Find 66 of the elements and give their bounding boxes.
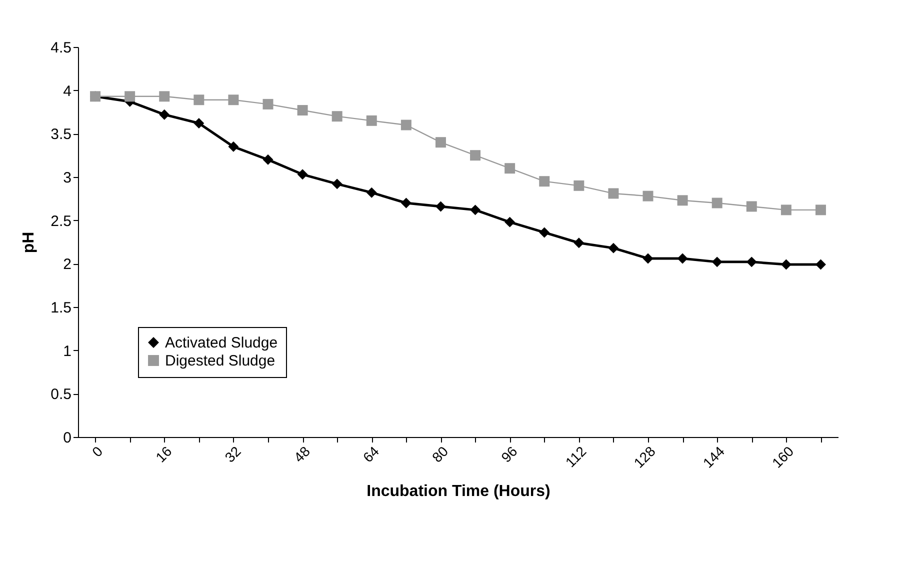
point	[642, 190, 654, 202]
point	[815, 204, 826, 216]
x-tick-label: 32	[222, 442, 244, 466]
point	[470, 150, 481, 161]
y-tick-label: 0.5	[50, 386, 72, 404]
point	[400, 120, 412, 130]
point	[504, 163, 516, 174]
y-tick-label: 0	[63, 430, 72, 446]
point	[712, 198, 722, 208]
y-tick-label: 2.5	[50, 212, 72, 230]
x-tick-label: 96	[498, 442, 520, 466]
point	[780, 204, 792, 216]
point	[366, 187, 377, 198]
x-tick-label: 48	[290, 442, 314, 466]
point	[677, 253, 688, 264]
point	[194, 118, 204, 129]
point	[124, 91, 136, 102]
point	[574, 238, 584, 248]
point	[262, 154, 274, 165]
point	[470, 204, 481, 216]
legend-label: Digested Sludge	[165, 352, 276, 370]
point	[228, 141, 239, 152]
x-tick-label: 160	[768, 442, 797, 471]
y-tick-label: 1	[63, 342, 72, 360]
x-tick-label: 128	[630, 442, 659, 471]
point	[815, 259, 826, 270]
point	[400, 198, 412, 208]
point	[539, 227, 550, 238]
point	[159, 91, 170, 102]
y-tick-label: 2	[63, 256, 72, 274]
point	[608, 188, 619, 199]
legend-label: Activated Sludge	[165, 334, 278, 352]
y-tick-label: 3.5	[50, 126, 72, 144]
point	[677, 195, 688, 206]
x-tick-label: 112	[562, 442, 590, 470]
point	[332, 178, 342, 190]
point	[228, 94, 239, 106]
point	[712, 256, 722, 268]
point	[746, 201, 757, 212]
x-tick-label: 64	[360, 442, 382, 466]
point	[435, 137, 446, 148]
x-axis-title: Incubation Time (Hours)	[366, 482, 550, 500]
point	[297, 169, 308, 180]
point	[435, 201, 446, 212]
point	[332, 111, 342, 122]
point	[539, 176, 550, 187]
point	[194, 94, 204, 106]
x-tick-label: 0	[88, 442, 106, 460]
point	[642, 253, 654, 264]
point	[780, 259, 792, 270]
y-tick-label: 4.5	[50, 40, 72, 56]
y-tick-label: 3	[63, 170, 72, 186]
point	[297, 105, 308, 116]
x-tick-label: 144	[700, 442, 728, 471]
point	[746, 256, 757, 268]
y-tick-label: 1.5	[50, 300, 72, 316]
x-tick-label: 16	[152, 442, 175, 466]
point	[608, 242, 619, 254]
point	[574, 180, 584, 191]
point	[366, 115, 377, 126]
y-axis-title: pH	[20, 232, 38, 254]
point	[504, 216, 516, 228]
y-tick-label: 4	[63, 82, 72, 100]
point	[159, 109, 170, 120]
point	[262, 98, 274, 110]
x-tick-label: 80	[428, 442, 452, 466]
